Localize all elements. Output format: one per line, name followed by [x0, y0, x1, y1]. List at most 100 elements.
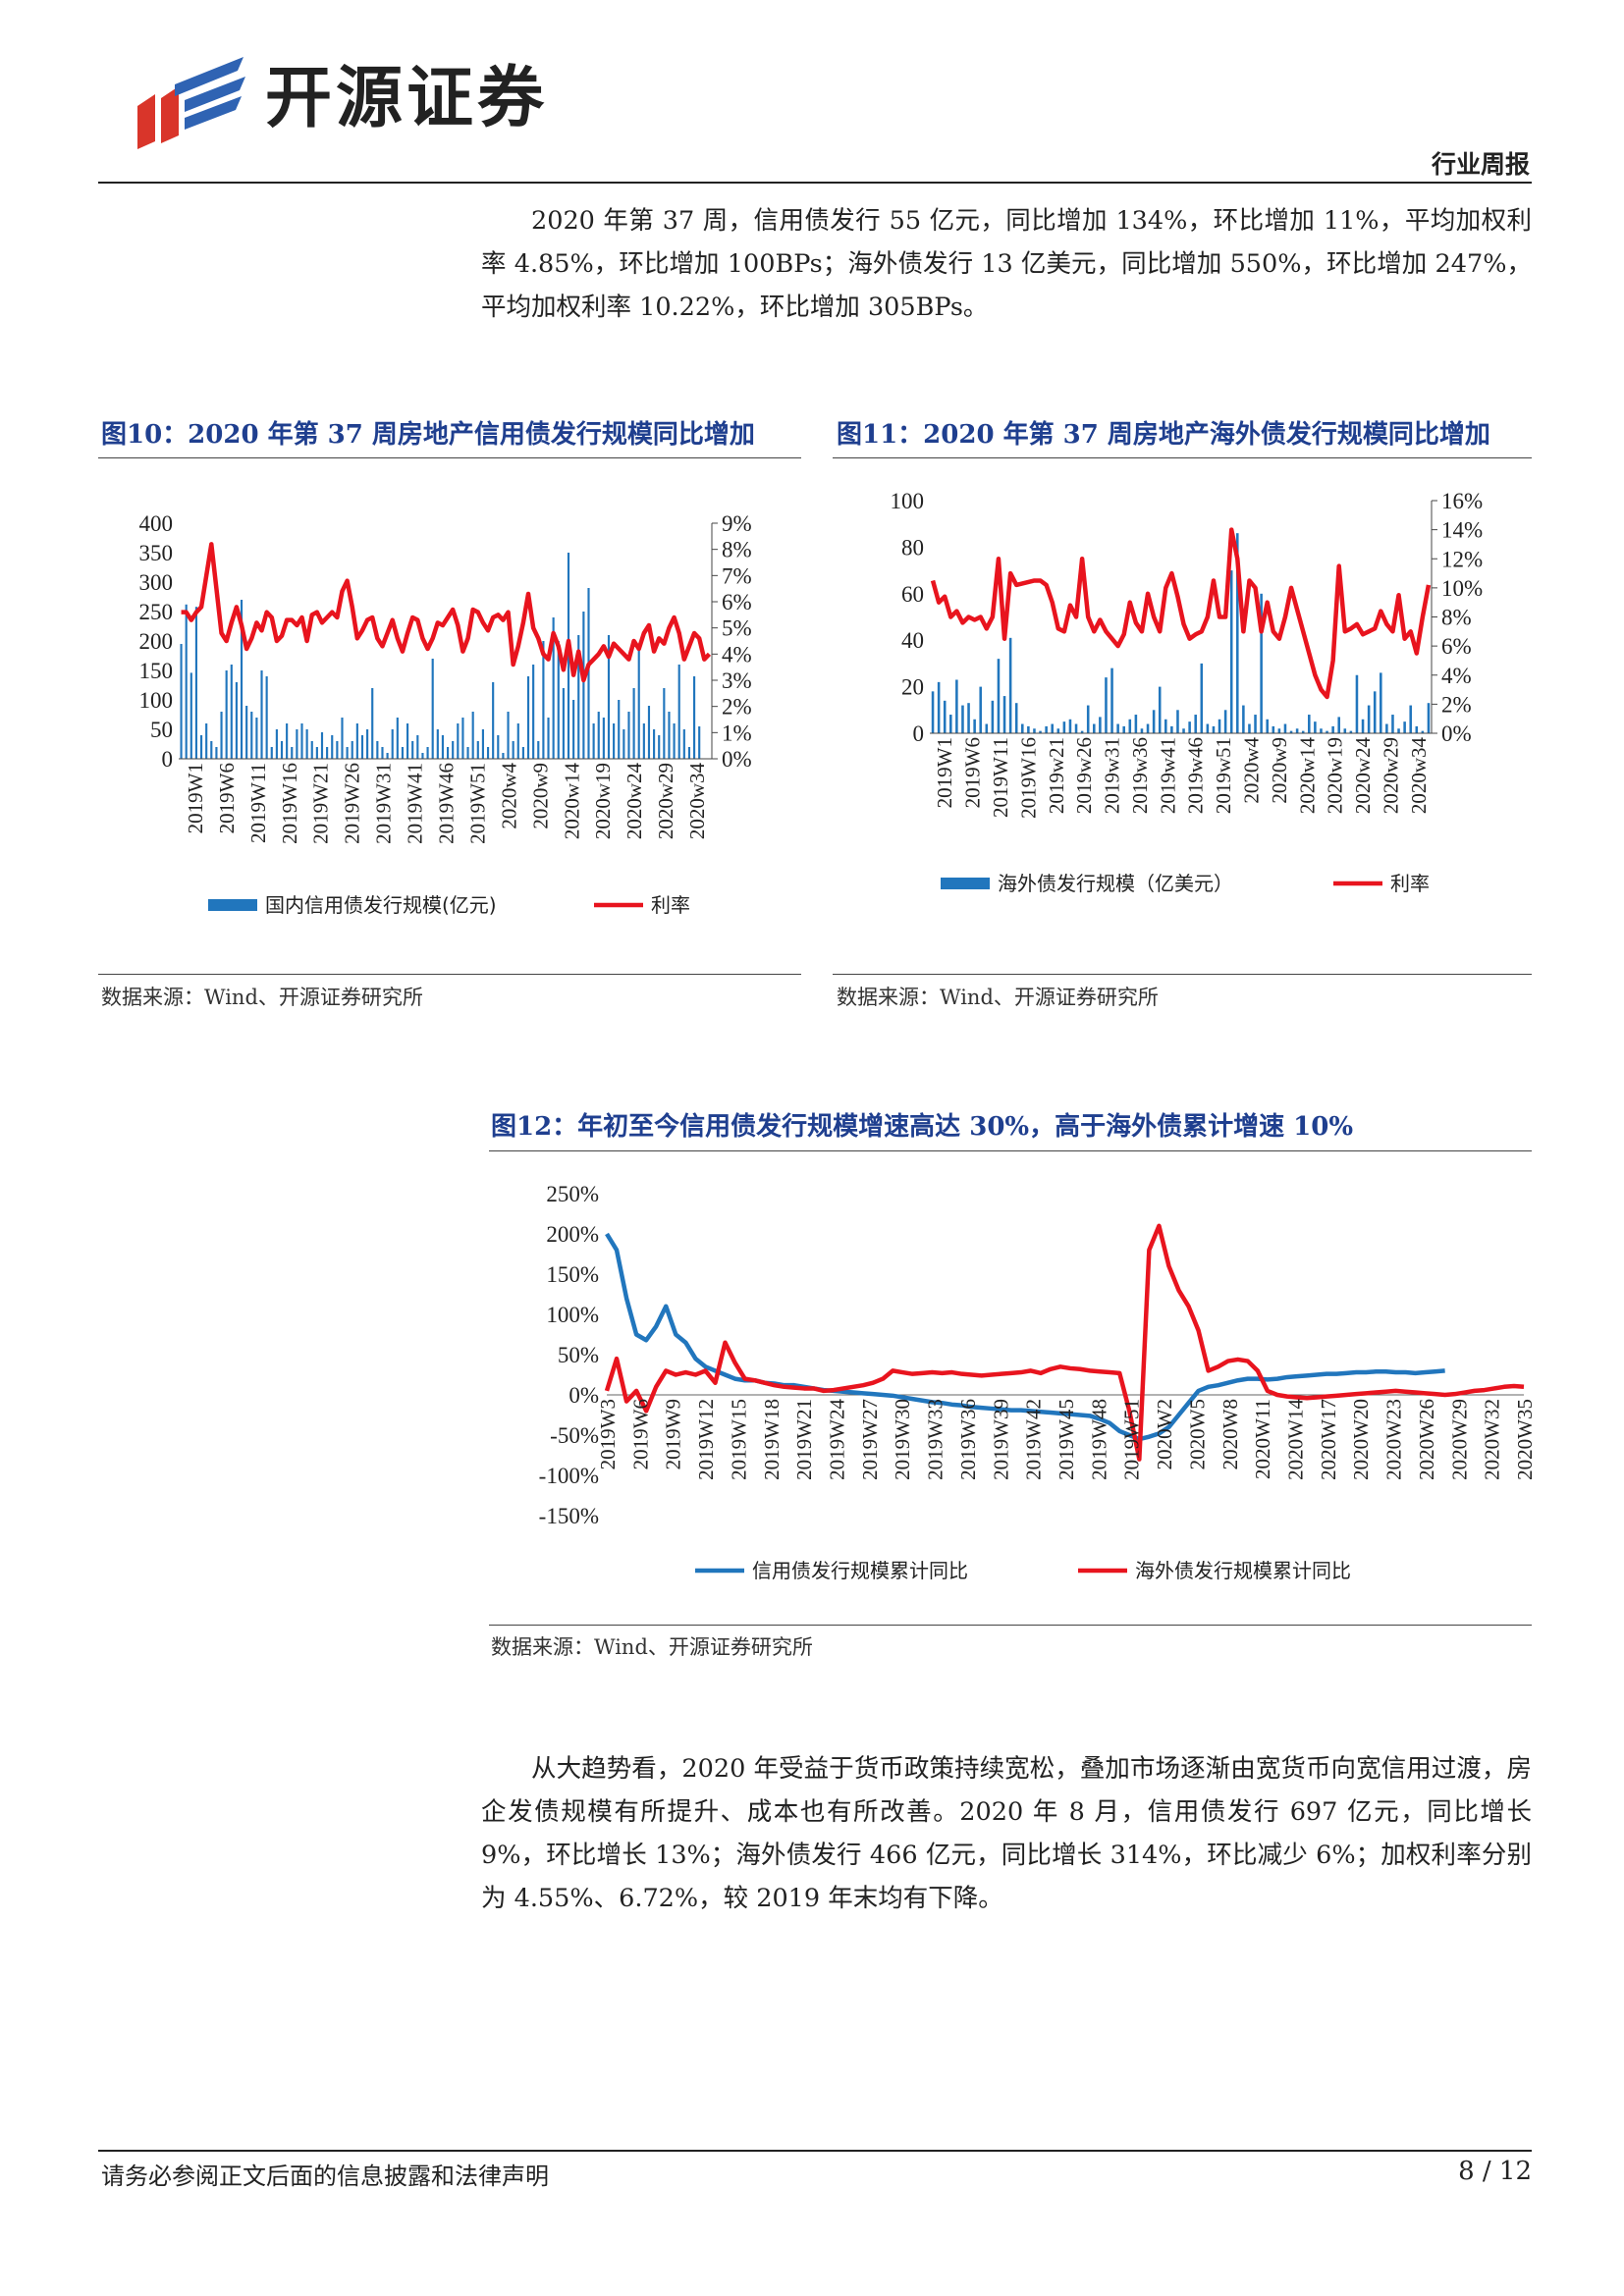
y-left-tick-label: 150: [139, 659, 174, 683]
y-right-tick-label: 6%: [722, 590, 752, 614]
bar: [521, 747, 524, 759]
bar: [1223, 710, 1227, 733]
bar: [682, 729, 685, 759]
x-tick-label: 2020W29: [1447, 1399, 1471, 1480]
y-right-tick-label: 5%: [722, 616, 752, 641]
figure-11-chart: 0 20 40 60 80 100 0% 2% 4% 6% 8% 10% 12% 14% 16% 2019W1…: [891, 489, 1484, 895]
bar: [185, 604, 188, 759]
bar: [642, 723, 645, 759]
y-tick-label: 100%: [546, 1303, 599, 1327]
bar: [275, 729, 278, 759]
bar: [360, 735, 364, 759]
figure-11-top-rule: [833, 457, 1532, 458]
x-tick-label: 2020w4: [1239, 737, 1263, 804]
y-right-tick-label: 12%: [1441, 547, 1483, 571]
bar: [210, 741, 213, 759]
y-right-tick-label: 6%: [1441, 634, 1472, 659]
x-tick-label: 2019W46: [435, 763, 459, 844]
bar: [658, 735, 661, 759]
overseas-cumulative-line: [604, 1223, 1525, 1462]
bar: [235, 682, 238, 759]
bar: [326, 747, 329, 759]
y-right-tick-label: 2%: [722, 695, 752, 720]
bar: [1283, 723, 1287, 733]
rate-line: [181, 542, 712, 683]
y-left-tick-label: 60: [901, 582, 924, 607]
bar: [1051, 723, 1054, 733]
bar: [967, 703, 970, 733]
bar: [991, 700, 995, 733]
bar: [1415, 725, 1419, 733]
bar: [1146, 723, 1150, 733]
x-tick-label: 2020w24: [1351, 737, 1375, 815]
bar: [692, 676, 696, 759]
bar: [1236, 533, 1239, 733]
bar: [632, 688, 635, 759]
bar: [265, 676, 268, 759]
x-tick-label: 2019w26: [1072, 737, 1096, 814]
bar: [1062, 721, 1066, 733]
x-tick-label: 2020W32: [1481, 1399, 1504, 1480]
header-divider: [98, 182, 1532, 184]
figure-10-bottom-rule: [98, 974, 801, 975]
bar: [245, 706, 248, 759]
bar: [1021, 723, 1024, 733]
figure-11-title: 图11：2020 年第 37 周房地产海外债发行规模同比增加: [837, 420, 1490, 450]
bar: [376, 741, 379, 759]
bar: [1027, 725, 1030, 733]
y-left-tick-label: 400: [139, 511, 174, 536]
y-left-tick-label: 50: [150, 718, 173, 742]
bar: [1188, 721, 1191, 733]
legend-label-line: 利率: [651, 893, 690, 917]
bar: [931, 691, 935, 733]
bar: [1421, 730, 1425, 733]
bar: [1014, 703, 1018, 733]
bar: [215, 747, 218, 759]
bar: [260, 670, 263, 759]
figure-10-title: 图10：2020 年第 37 周房地产信用债发行规模同比增加: [101, 420, 755, 450]
x-tick-label: 2020w4: [497, 763, 520, 829]
bar: [1397, 728, 1400, 733]
x-tick-label: 2020W8: [1218, 1399, 1242, 1469]
bar: [1080, 730, 1084, 733]
bar: [1254, 715, 1257, 733]
bar: [537, 741, 540, 759]
bar: [1289, 730, 1293, 733]
bar: [1099, 717, 1102, 733]
bar: [1367, 705, 1371, 733]
x-tick-label: 2019W9: [662, 1399, 685, 1469]
bar: [351, 741, 353, 759]
x-tick-label: 2020w34: [685, 763, 709, 840]
bar: [955, 679, 958, 733]
body-paragraph-weekly-summary: 2020 年第 37 周，信用债发行 55 亿元，同比增加 134%，环比增加 …: [481, 206, 1532, 322]
bar: [552, 617, 555, 759]
y-right-tick-label: 9%: [722, 511, 752, 536]
bar: [1361, 719, 1365, 733]
legend-label-credit: 信用债发行规模累计同比: [752, 1559, 968, 1582]
y-right-tick-label: 7%: [722, 563, 752, 588]
y-right-tick-label: 4%: [1441, 664, 1472, 688]
bar: [320, 732, 324, 759]
figure-12-top-rule: [489, 1150, 1532, 1151]
x-tick-label: 2019W51: [1120, 1399, 1144, 1480]
x-tick-label: 2020w29: [654, 763, 677, 839]
x-tick-label: 2020w9: [1268, 737, 1291, 804]
bar: [1212, 725, 1216, 733]
x-tick-label: 2019W21: [792, 1399, 816, 1480]
bar: [587, 588, 590, 759]
bar: [230, 665, 233, 759]
bar: [979, 686, 982, 733]
bar: [532, 665, 535, 759]
bar: [1355, 674, 1359, 733]
figure-10-top-rule: [98, 457, 801, 458]
y-tick-label: 50%: [558, 1343, 599, 1367]
bar: [1074, 723, 1078, 733]
x-tick-label: 2020w19: [591, 763, 615, 839]
bar: [205, 723, 208, 759]
bar: [985, 723, 989, 733]
y-right-tick-label: 14%: [1441, 518, 1483, 543]
bar: [582, 612, 585, 759]
x-tick-label: 2019W6: [628, 1399, 652, 1469]
x-tick-label: 2019W36: [956, 1399, 980, 1480]
y-right-tick-label: 10%: [1441, 576, 1483, 601]
